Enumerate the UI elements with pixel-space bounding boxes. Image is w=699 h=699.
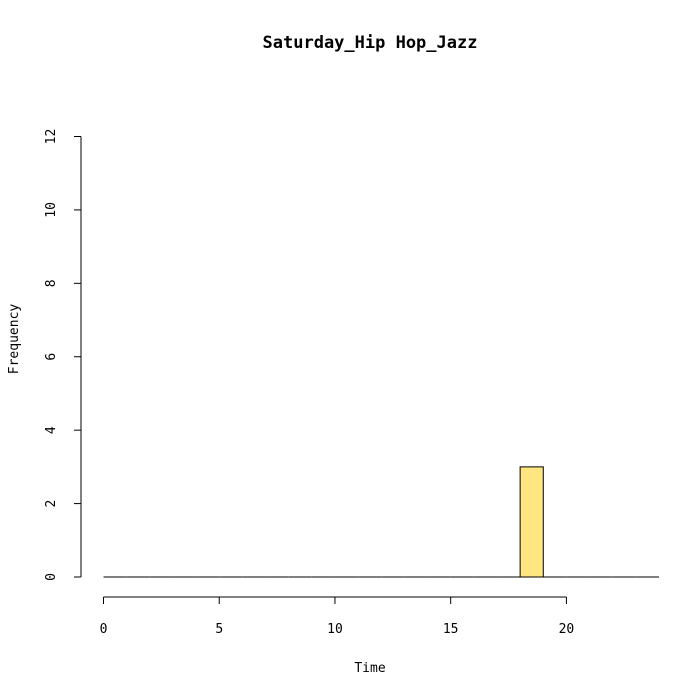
y-tick-label: 4 bbox=[44, 426, 59, 434]
y-tick-label: 2 bbox=[44, 500, 59, 508]
x-tick-label: 0 bbox=[100, 622, 108, 637]
x-tick-label: 10 bbox=[327, 622, 343, 637]
x-tick-label: 15 bbox=[443, 622, 459, 637]
plot-area: 0 5 10 15 20 0 2 4 6 8 10 12 bbox=[44, 129, 659, 637]
y-tick-label: 12 bbox=[44, 129, 59, 145]
x-tick-label: 20 bbox=[559, 622, 575, 637]
histogram-bar bbox=[519, 466, 544, 578]
y-tick-label: 0 bbox=[44, 573, 59, 581]
y-axis: 0 2 4 6 8 10 12 bbox=[44, 129, 82, 581]
chart-title: Saturday_Hip Hop_Jazz bbox=[263, 33, 478, 53]
x-axis-label: Time bbox=[354, 661, 385, 676]
x-axis: 0 5 10 15 20 bbox=[100, 596, 575, 637]
y-tick-label: 10 bbox=[44, 202, 59, 218]
y-tick-label: 8 bbox=[44, 279, 59, 287]
x-tick-label: 5 bbox=[215, 622, 223, 637]
y-tick-label: 6 bbox=[44, 353, 59, 361]
bars-group bbox=[103, 466, 659, 578]
y-axis-label: Frequency bbox=[7, 304, 22, 375]
